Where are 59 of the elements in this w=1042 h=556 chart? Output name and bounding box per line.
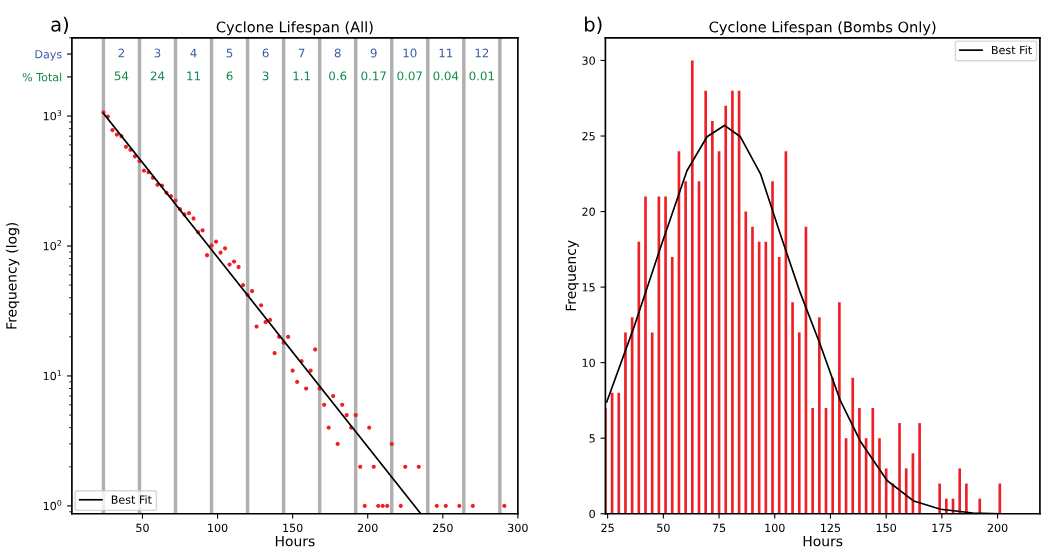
y-tick-label: 10$^{2}$ [43, 240, 62, 251]
annotation: 3 [262, 71, 269, 81]
annotation: 2 [118, 48, 125, 58]
x-tick-label: 175 [932, 523, 952, 533]
x-tick-label: 50 [657, 523, 670, 533]
x-tick-label: 150 [283, 523, 303, 533]
x-tick-label: 200 [357, 523, 378, 533]
y-tick-label: 30 [582, 56, 595, 65]
annotation: 11 [439, 48, 453, 58]
y-tick-label: 25 [582, 131, 595, 141]
chart-title: Cyclone Lifespan (Bombs Only) [709, 21, 936, 36]
annotation: 9 [370, 48, 377, 58]
annotation: 0.17 [361, 71, 386, 81]
annotation: 0.04 [433, 71, 459, 81]
y-tick-label: Days [35, 50, 62, 61]
annotation: 11 [187, 71, 200, 81]
annotation: 12 [475, 48, 489, 58]
y-axis-title: Frequency [565, 240, 579, 311]
annotation: 0.01 [469, 71, 494, 81]
legend-label: Best Fit [111, 495, 152, 504]
y-tick-label: % Total [22, 72, 62, 82]
y-tick-label: 15 [582, 283, 595, 292]
y-tick-label: 10$^{0}$ [43, 499, 62, 511]
annotation: 0.6 [329, 71, 347, 81]
x-tick-label: 300 [508, 523, 528, 533]
y-tick-label: 10 [582, 358, 595, 368]
annotation: 24 [150, 71, 165, 81]
x-axis-title: Hours [275, 536, 315, 547]
y-axis-title: Frequency (log) [5, 222, 20, 329]
x-tick-label: 100 [765, 523, 785, 533]
annotation: 4 [190, 48, 197, 58]
x-tick-label: 100 [208, 523, 228, 533]
annotation: 54 [114, 71, 129, 81]
y-tick-label: 20 [582, 207, 595, 216]
chart-title: Cyclone Lifespan (All) [216, 21, 373, 36]
x-axis-title: Hours [803, 536, 843, 547]
y-tick-label: 10$^{1}$ [43, 370, 62, 381]
x-tick-label: 75 [712, 523, 726, 533]
legend-label: Best Fit [992, 45, 1032, 55]
annotation: 6 [226, 71, 233, 81]
annotation: 10 [403, 48, 417, 58]
annotation: 3 [154, 48, 161, 58]
text: a) [51, 16, 68, 34]
annotation: 8 [334, 48, 341, 58]
x-tick-label: 125 [821, 523, 841, 533]
x-tick-label: 150 [876, 523, 897, 533]
x-tick-label: 250 [433, 523, 453, 533]
annotation: 5 [226, 48, 233, 58]
annotation: 7 [298, 48, 305, 58]
y-tick-label: 10$^{3}$ [43, 110, 62, 121]
annotation: 6 [262, 48, 269, 58]
x-tick-label: 200 [987, 523, 1008, 533]
text: b) [585, 16, 602, 34]
annotation: 1.1 [293, 71, 310, 81]
y-tick-label: 0 [589, 509, 595, 519]
x-tick-label: 25 [601, 523, 614, 533]
x-tick-label: 50 [136, 523, 149, 533]
y-tick-label: 5 [589, 434, 595, 443]
annotation: 0.07 [397, 71, 422, 81]
